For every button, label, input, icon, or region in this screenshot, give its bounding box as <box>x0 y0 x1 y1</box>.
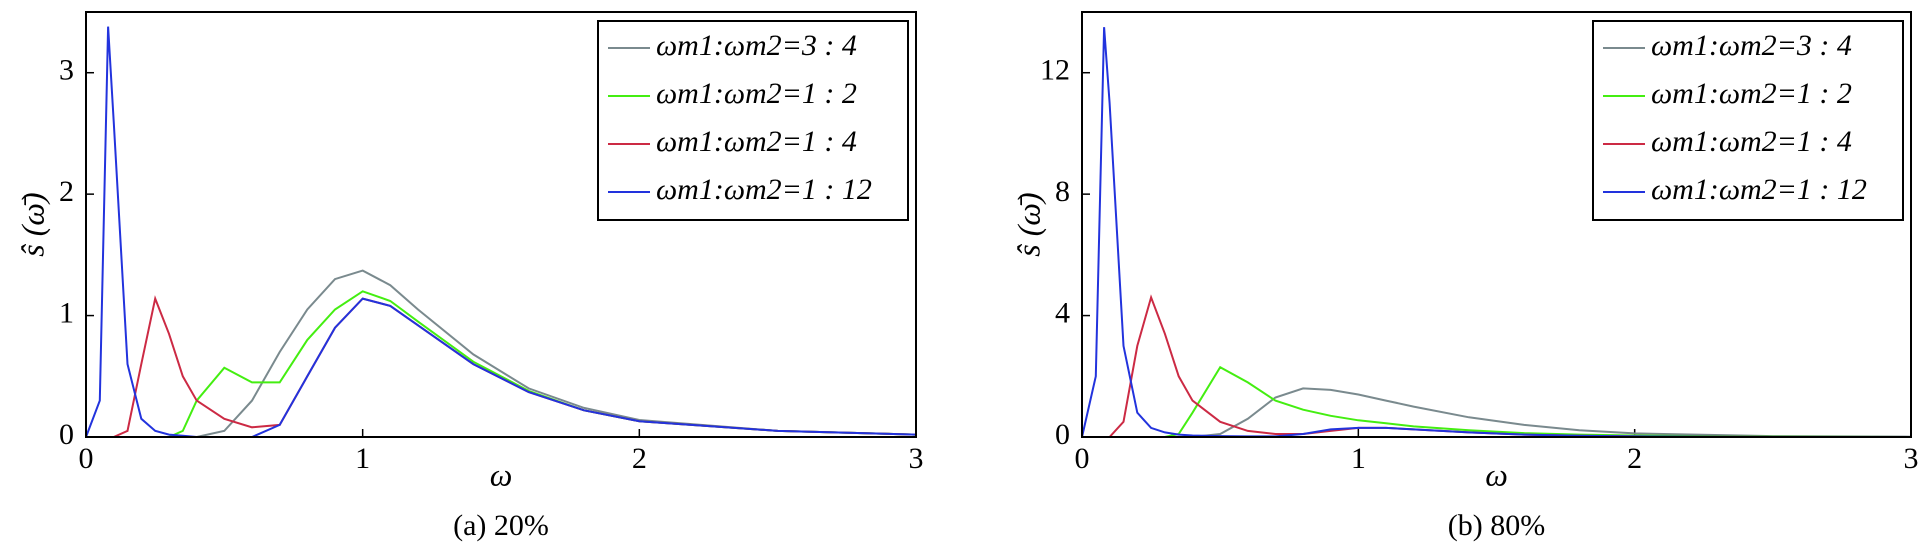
y-tick-label: 12 <box>1040 54 1070 87</box>
caption: (a) 20% <box>453 509 549 542</box>
plot-frame <box>1081 11 1912 438</box>
legend-label: ωm1:ωm2=1 : 12 <box>656 173 872 206</box>
x-tick-label: 3 <box>1904 442 1919 475</box>
series-line <box>86 290 917 438</box>
y-tick-label: 2 <box>59 175 74 208</box>
series-line <box>1082 294 1911 438</box>
legend-label: ωm1:ωm2=1 : 4 <box>1651 125 1852 158</box>
x-tick-label: 1 <box>355 442 370 475</box>
x-axis-label: ω <box>490 456 513 492</box>
x-tick-label: 0 <box>79 442 94 475</box>
x-tick-label: 3 <box>909 442 924 475</box>
legend-label: ωm1:ωm2=3 : 4 <box>1651 29 1852 62</box>
series-line <box>86 269 917 438</box>
y-axis-label: ŝ (ω̄) <box>1010 192 1046 256</box>
series-line <box>86 295 917 438</box>
x-axis-label: ω <box>1485 456 1508 492</box>
y-tick-label: 3 <box>59 54 74 87</box>
legend-box <box>597 20 909 221</box>
x-tick-label: 0 <box>1075 442 1090 475</box>
plot-frame <box>85 11 917 438</box>
y-tick-label: 1 <box>59 296 74 329</box>
legend-label: ωm1:ωm2=1 : 2 <box>656 77 857 110</box>
x-tick-label: 2 <box>632 442 647 475</box>
series-line <box>1082 365 1912 438</box>
caption: (b) 80% <box>1448 509 1545 542</box>
x-tick-label: 1 <box>1351 442 1366 475</box>
series-line <box>85 26 917 438</box>
y-tick-label: 4 <box>1055 296 1070 329</box>
legend-label: ωm1:ωm2=3 : 4 <box>656 29 857 62</box>
y-tick-label: 0 <box>1055 418 1070 451</box>
x-tick-label: 2 <box>1627 442 1642 475</box>
legend-label: ωm1:ωm2=1 : 12 <box>1651 173 1867 206</box>
series-line <box>1082 387 1912 438</box>
legend-label: ωm1:ωm2=1 : 2 <box>1651 77 1852 110</box>
y-tick-label: 0 <box>59 418 74 451</box>
y-axis-label: ŝ (ω̄) <box>14 192 50 256</box>
legend-box <box>1592 20 1904 221</box>
y-tick-label: 8 <box>1055 175 1070 208</box>
legend-label: ωm1:ωm2=1 : 4 <box>656 125 857 158</box>
